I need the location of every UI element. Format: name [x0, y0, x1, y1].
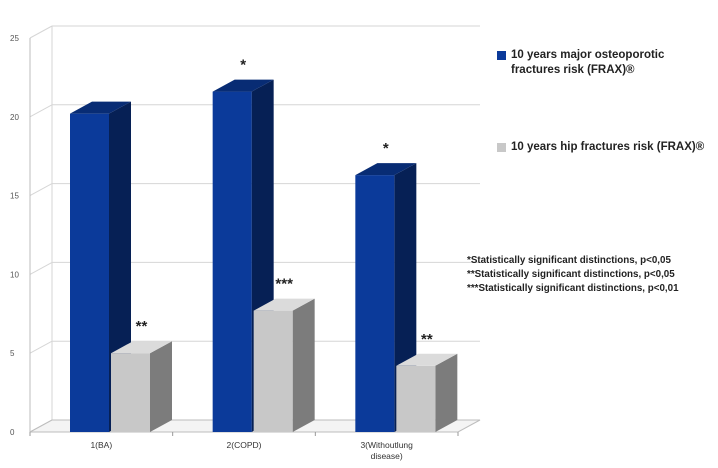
bar-hip-1	[111, 341, 172, 432]
bar-front	[253, 310, 293, 432]
legend-label-major: 10 years major osteoporotic fractures ri…	[511, 49, 665, 76]
gridline-side	[29, 340, 53, 354]
bar-front	[212, 91, 252, 433]
y-tick-label: 10	[10, 270, 19, 279]
significance-markers: *********	[136, 57, 433, 348]
bar-front	[111, 353, 150, 432]
legend-swatch-hip	[497, 143, 506, 152]
legend-item-hip-fractures: 10 years hip fractures risk (FRAX)®	[497, 140, 711, 155]
significance-marker: ***	[275, 276, 293, 293]
gridline-side	[29, 183, 53, 197]
significance-marker: **	[136, 318, 148, 335]
bar-top	[111, 341, 172, 354]
bar-side	[435, 353, 458, 432]
legend-item-major-fractures: 10 years major osteoporotic fractures ri…	[497, 48, 711, 78]
category-label: 1(BA)	[90, 440, 112, 450]
bar-hip-3	[396, 353, 458, 432]
significance-marker: *	[240, 57, 246, 74]
bar-top	[70, 101, 131, 114]
bar-front	[70, 113, 109, 432]
y-tick-label: 15	[10, 192, 19, 201]
gridline-side	[29, 25, 53, 39]
bar-top	[212, 79, 274, 92]
bar-top	[396, 353, 458, 366]
y-tick-label: 25	[10, 34, 19, 43]
bar-hip-2	[253, 298, 315, 432]
y-tick-labels: 0 5 10 15 20 25	[10, 34, 19, 437]
bar-front	[396, 365, 436, 432]
chart-bars	[70, 79, 458, 433]
note-p005-double: **Statistically significant distinctions…	[467, 269, 675, 280]
bar-top	[355, 163, 417, 176]
legend-label-hip: 10 years hip fractures risk (FRAX)®	[511, 141, 705, 153]
significance-marker: *	[383, 140, 389, 157]
bar-side	[292, 298, 315, 432]
y-tick-label: 5	[10, 349, 15, 358]
note-p005-single: *Statistically significant distinctions,…	[467, 255, 671, 266]
category-labels: 1(BA) 2(COPD) 3(Withoutlung disease)	[90, 440, 413, 461]
bar-major-1	[70, 101, 131, 432]
bar-side	[150, 341, 172, 432]
gridline-side	[29, 261, 53, 275]
y-tick-label: 0	[10, 428, 15, 437]
legend-swatch-major	[497, 51, 506, 60]
significance-marker: **	[421, 331, 433, 348]
bar-top	[253, 298, 315, 311]
y-tick-label: 20	[10, 113, 19, 122]
category-label: 3(Withoutlung disease)	[360, 440, 413, 461]
gridline-side	[29, 104, 53, 118]
significance-notes: *Statistically significant distinctions,…	[467, 254, 679, 296]
note-p001-triple: ***Statistically significant distinction…	[467, 283, 679, 294]
bar-front	[355, 175, 395, 432]
category-label: 2(COPD)	[227, 440, 262, 450]
